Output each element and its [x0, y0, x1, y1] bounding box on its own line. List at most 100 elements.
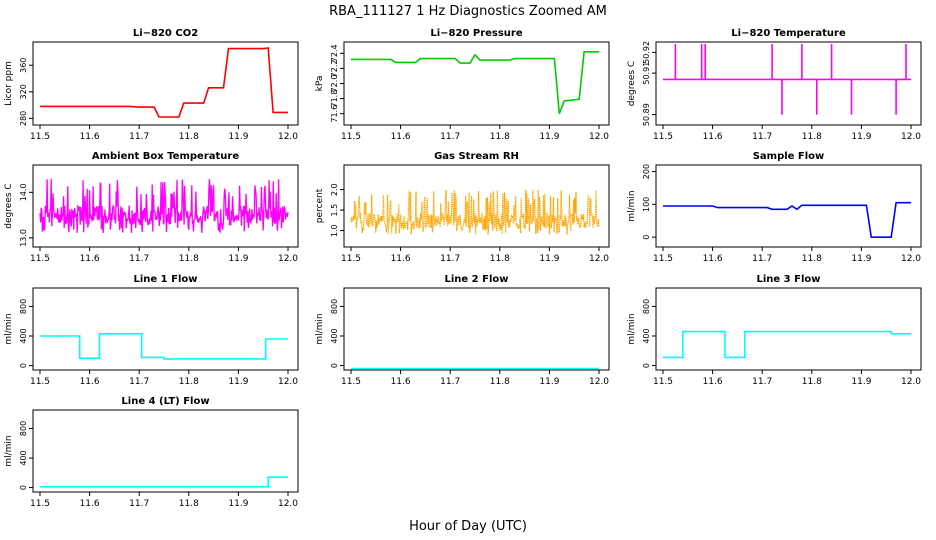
- x-tick-label: 12.0: [589, 377, 609, 387]
- plot-frame: [32, 164, 299, 248]
- x-tick-label: 11.5: [30, 254, 50, 264]
- x-tick-label: 11.7: [752, 132, 772, 142]
- panel-ylabel: ml/min: [315, 313, 325, 344]
- figure-title: RBA_111127 1 Hz Diagnostics Zoomed AM: [329, 4, 607, 19]
- x-tick-label: 11.8: [179, 377, 199, 387]
- y-tick-label: 2.0: [330, 183, 339, 196]
- y-tick-label: 71.8: [330, 90, 339, 108]
- x-axis: 11.5 11.6 11.7 11.8 11.9 12.0: [30, 247, 298, 264]
- y-tick-label: 280: [19, 111, 28, 126]
- x-tick-label: 11.6: [391, 132, 411, 142]
- plot-frame: [343, 41, 610, 126]
- x-tick-label: 11.5: [341, 377, 361, 387]
- series-line-1: [40, 332, 288, 360]
- plot-frame: [655, 287, 922, 371]
- x-tick-label: 12.0: [589, 132, 609, 142]
- x-tick-label: 11.7: [440, 254, 460, 264]
- series-line-1: [39, 178, 289, 234]
- y-tick-label: 72.4: [330, 44, 339, 62]
- x-tick-label: 11.7: [440, 377, 460, 387]
- y-axis: 0 100 200: [642, 164, 656, 240]
- x-tick-label: 11.5: [30, 132, 50, 142]
- x-tick-label: 11.9: [228, 132, 248, 142]
- x-axis: 11.5 11.6 11.7 11.8 11.9 12.0: [341, 247, 609, 264]
- y-tick-label: 400: [642, 328, 651, 343]
- x-tick-label: 11.8: [179, 499, 199, 509]
- plot-frame: [32, 409, 299, 493]
- x-axis: 11.5 11.6 11.7 11.8 11.9 12.0: [341, 125, 609, 142]
- series-group: [663, 201, 911, 238]
- y-tick-label: 50.92: [642, 41, 651, 64]
- y-tick-label: 800: [330, 299, 339, 314]
- x-tick-label: 11.7: [129, 377, 149, 387]
- x-axis: 11.5 11.6 11.7 11.8 11.9 12.0: [653, 247, 921, 264]
- plot-frame: [343, 287, 610, 371]
- x-tick-label: 12.0: [901, 254, 921, 264]
- y-axis: 1.0 1.5 2.0: [330, 183, 344, 237]
- x-tick-label: 11.5: [30, 499, 50, 509]
- series-line-1: [40, 476, 288, 488]
- panel-9: Line 3 Flow ml/min 11.5 11.6 11.7 11.8 11.9 12.…: [627, 274, 922, 387]
- x-tick-label: 11.7: [129, 254, 149, 264]
- y-axis: 0 400 800: [330, 299, 344, 368]
- y-tick-label: 0: [19, 363, 28, 368]
- series-group: [663, 330, 911, 359]
- x-tick-label: 12.0: [278, 499, 298, 509]
- x-tick-label: 11.8: [490, 254, 510, 264]
- series-group: [351, 50, 599, 114]
- panel-ylabel: ml/min: [627, 313, 637, 344]
- x-tick-label: 11.8: [490, 377, 510, 387]
- x-tick-label: 11.5: [341, 254, 361, 264]
- x-tick-label: 11.7: [440, 132, 460, 142]
- plot-frame: [32, 287, 299, 371]
- x-tick-label: 11.7: [129, 499, 149, 509]
- x-tick-label: 11.5: [653, 377, 673, 387]
- series-group: [40, 47, 288, 118]
- x-axis: 11.5 11.6 11.7 11.8 11.9 12.0: [30, 492, 298, 509]
- x-tick-label: 11.6: [391, 254, 411, 264]
- y-tick-label: 0: [642, 235, 651, 240]
- panel-8: Line 2 Flow ml/min 11.5 11.6 11.7 11.8 11.9 12.…: [315, 274, 610, 387]
- x-tick-label: 11.9: [851, 132, 871, 142]
- plot-frame: [343, 164, 610, 248]
- panel-ylabel: ml/min: [4, 435, 14, 466]
- x-tick-label: 12.0: [278, 132, 298, 142]
- panel-ylabel: percent: [315, 188, 325, 223]
- x-tick-label: 11.8: [179, 254, 199, 264]
- series-line-1: [351, 50, 599, 114]
- x-tick-label: 11.6: [80, 377, 100, 387]
- y-tick-label: 72.2: [330, 60, 339, 78]
- series-group: [663, 44, 911, 115]
- series-line-1: [663, 330, 911, 359]
- x-tick-label: 11.8: [802, 132, 822, 142]
- y-axis: 71.671.872.072.272.4: [330, 44, 344, 123]
- y-tick-label: 100: [642, 197, 651, 212]
- x-axis: 11.5 11.6 11.7 11.8 11.9 12.0: [653, 125, 921, 142]
- x-tick-label: 11.7: [752, 377, 772, 387]
- x-tick-label: 11.9: [228, 499, 248, 509]
- figure-xlabel: Hour of Day (UTC): [409, 519, 527, 534]
- y-tick-label: 0: [330, 363, 339, 368]
- y-axis: 0 400 800: [19, 421, 33, 490]
- panel-7: Line 1 Flow ml/min 11.5 11.6 11.7 11.8 11.9 12.…: [4, 274, 299, 387]
- series-group: [350, 189, 600, 235]
- x-tick-label: 11.6: [80, 132, 100, 142]
- panel-ylabel: kPa: [315, 76, 325, 92]
- x-axis: 11.5 11.6 11.7 11.8 11.9 12.0: [653, 370, 921, 387]
- plot-frame: [655, 164, 922, 248]
- panel-title: Ambient Box Temperature: [92, 151, 239, 162]
- y-axis: 280 320 360: [19, 58, 33, 126]
- y-axis: 0 400 800: [642, 299, 656, 368]
- x-tick-label: 11.5: [30, 377, 50, 387]
- series-line-1: [40, 47, 288, 118]
- panel-5: Gas Stream RH percent 11.5 11.6 11.7 11.8 11.9…: [315, 151, 610, 264]
- panel-title: Line 3 Flow: [757, 274, 821, 285]
- x-tick-label: 12.0: [901, 377, 921, 387]
- x-tick-label: 11.6: [391, 377, 411, 387]
- y-tick-label: 200: [642, 164, 651, 179]
- x-axis: 11.5 11.6 11.7 11.8 11.9 12.0: [341, 370, 609, 387]
- panel-6: Sample Flow ml/min 11.5 11.6 11.7 11.8 11.9 12.…: [627, 151, 922, 264]
